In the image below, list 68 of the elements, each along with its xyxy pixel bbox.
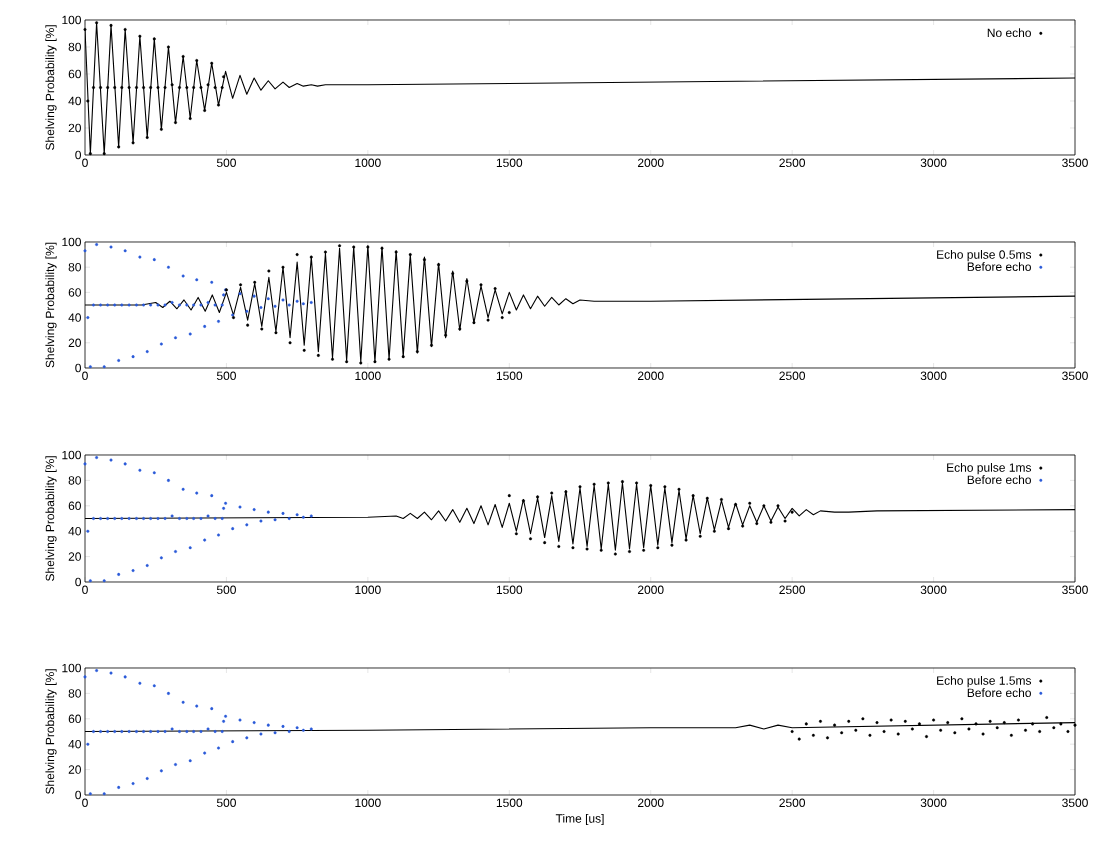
y-tick-label: 20 bbox=[68, 123, 81, 133]
x-tick-label: 2500 bbox=[779, 158, 806, 168]
y-axis-title: Shelving Probability [%] bbox=[45, 242, 57, 368]
x-tick-label: 1000 bbox=[355, 798, 381, 808]
x-tick-label: 2500 bbox=[779, 798, 806, 808]
x-tick-label: 2000 bbox=[637, 585, 664, 595]
x-tick-label: 500 bbox=[216, 158, 236, 168]
x-tick-label: 3500 bbox=[1062, 585, 1088, 595]
y-tick-label: 80 bbox=[68, 262, 81, 272]
y-tick-label: 20 bbox=[68, 338, 81, 348]
legend-label: Before echo bbox=[967, 475, 1031, 485]
x-tick-label: 500 bbox=[216, 798, 236, 808]
legend-label: Before echo bbox=[967, 688, 1031, 698]
y-tick-label: 80 bbox=[68, 42, 81, 52]
x-tick-label: 3500 bbox=[1062, 371, 1088, 381]
y-tick-label: 40 bbox=[68, 526, 81, 536]
x-tick-label: 0 bbox=[82, 371, 88, 381]
legend-label: Echo pulse 1ms bbox=[947, 463, 1032, 475]
y-tick-label: 60 bbox=[68, 501, 81, 511]
x-tick-label: 1500 bbox=[496, 585, 523, 595]
x-tick-label: 3000 bbox=[920, 798, 947, 808]
legend-label: Echo pulse 1.5ms bbox=[937, 676, 1032, 688]
x-tick-label: 2500 bbox=[779, 371, 806, 381]
y-tick-label: 60 bbox=[68, 288, 81, 297]
x-tick-label: 3500 bbox=[1062, 798, 1088, 808]
x-tick-label: 0 bbox=[82, 798, 88, 808]
x-tick-label: 2000 bbox=[637, 798, 664, 808]
y-tick-label: 0 bbox=[75, 790, 81, 800]
y-axis-title: Shelving Probability [%] bbox=[45, 456, 57, 581]
x-tick-label: 2000 bbox=[637, 371, 664, 381]
x-tick-label: 1000 bbox=[355, 158, 381, 168]
y-tick-label: 60 bbox=[68, 69, 81, 79]
x-tick-label: 0 bbox=[82, 585, 88, 595]
x-tick-label: 3500 bbox=[1062, 158, 1088, 168]
x-axis-title: Time [us] bbox=[555, 813, 604, 826]
x-tick-label: 3000 bbox=[920, 585, 947, 595]
y-tick-label: 40 bbox=[68, 313, 81, 322]
x-tick-label: 500 bbox=[216, 371, 236, 381]
y-tick-label: 100 bbox=[62, 15, 81, 25]
y-axis-title: Shelving Probability [%] bbox=[45, 669, 57, 794]
x-tick-label: 1000 bbox=[355, 371, 381, 381]
x-tick-label: 2000 bbox=[637, 158, 664, 168]
x-tick-label: 500 bbox=[216, 585, 236, 595]
y-tick-label: 40 bbox=[68, 739, 81, 749]
legend-label: No echo bbox=[987, 28, 1031, 38]
x-tick-label: 2500 bbox=[779, 585, 806, 595]
y-tick-label: 0 bbox=[75, 577, 81, 587]
y-tick-label: 80 bbox=[68, 476, 81, 485]
y-tick-label: 20 bbox=[68, 552, 81, 561]
x-tick-label: 1500 bbox=[496, 371, 523, 381]
x-tick-label: 0 bbox=[82, 158, 88, 168]
x-tick-label: 1000 bbox=[355, 585, 381, 595]
y-tick-label: 0 bbox=[75, 150, 81, 160]
y-tick-label: 0 bbox=[75, 363, 81, 373]
x-tick-label: 3000 bbox=[920, 158, 947, 168]
legend-label: Echo pulse 0.5ms bbox=[937, 249, 1032, 262]
y-tick-label: 60 bbox=[68, 714, 81, 724]
y-tick-label: 20 bbox=[68, 765, 81, 774]
legend-label: Before echo bbox=[967, 262, 1031, 271]
y-tick-label: 100 bbox=[62, 663, 81, 673]
y-axis-title: Shelving Probability [%] bbox=[45, 25, 57, 150]
x-tick-label: 1500 bbox=[496, 158, 523, 168]
y-tick-label: 100 bbox=[62, 450, 81, 460]
y-tick-label: 100 bbox=[62, 237, 81, 247]
y-tick-label: 80 bbox=[68, 689, 81, 698]
y-tick-label: 40 bbox=[68, 96, 81, 106]
x-tick-label: 3000 bbox=[920, 371, 947, 381]
x-tick-label: 1500 bbox=[496, 798, 523, 808]
